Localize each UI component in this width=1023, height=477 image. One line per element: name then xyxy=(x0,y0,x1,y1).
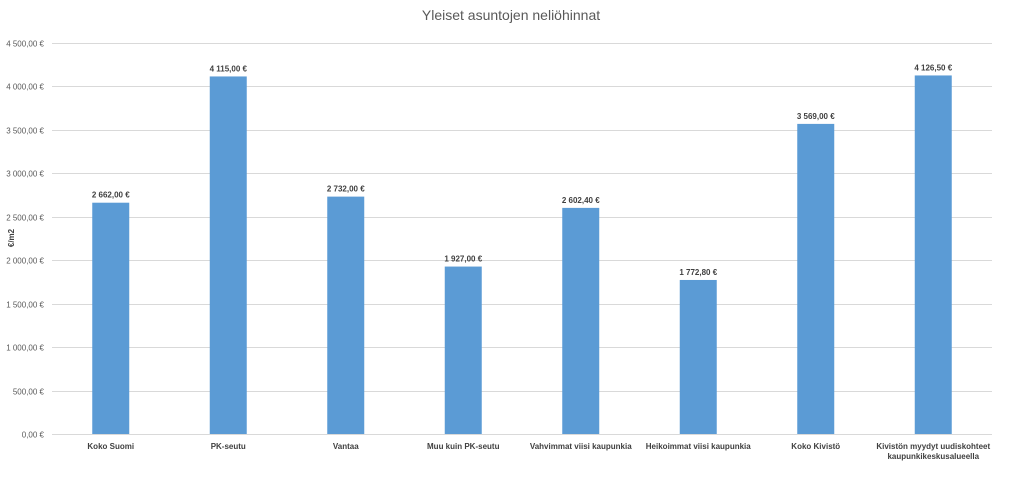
y-axis-title: €/m2 xyxy=(7,228,16,247)
category-label: Muu kuin PK-seutu xyxy=(427,442,500,451)
bar xyxy=(914,75,952,434)
category-label: Koko Kivistö xyxy=(791,442,840,451)
y-tick-label: 0,00 € xyxy=(22,431,45,440)
gridlines xyxy=(52,43,992,392)
bar xyxy=(92,202,130,434)
y-tick-label: 2 000,00 € xyxy=(6,257,44,266)
bars xyxy=(92,75,952,435)
data-labels: 2 662,00 € 4 115,00 € 2 732,00 € 1 927,00 €… xyxy=(92,63,953,277)
data-label: 2 602,40 € xyxy=(562,196,600,205)
data-label: 4 115,00 € xyxy=(210,64,248,73)
bar xyxy=(797,123,835,434)
y-tick-label: 1 000,00 € xyxy=(6,344,44,353)
y-tick-label: 4 500,00 € xyxy=(6,40,44,49)
bar xyxy=(327,196,365,434)
category-label: PK-seutu xyxy=(211,442,246,451)
bar xyxy=(679,279,717,434)
data-label: 3 569,00 € xyxy=(797,112,835,121)
data-label: 1 927,00 € xyxy=(444,255,482,264)
data-label: 2 662,00 € xyxy=(92,191,130,200)
y-tick-label: 4 000,00 € xyxy=(6,83,44,92)
x-axis-categories: Koko Suomi PK-seutu Vantaa Muu kuin PK-seut… xyxy=(87,442,990,461)
data-label: 1 772,80 € xyxy=(679,268,717,277)
data-label: 4 126,50 € xyxy=(914,63,952,72)
data-label: 2 732,00 € xyxy=(327,185,365,194)
category-label: Vantaa xyxy=(333,442,359,451)
y-axis-ticks: 0,00 € 500,00 € 1 000,00 € 1 500,00 € 2 000,… xyxy=(6,40,44,440)
y-tick-label: 500,00 € xyxy=(13,388,45,397)
bar xyxy=(444,266,482,434)
y-tick-label: 1 500,00 € xyxy=(6,301,44,310)
y-tick-label: 3 500,00 € xyxy=(6,127,44,136)
y-tick-label: 3 000,00 € xyxy=(6,170,44,179)
category-label: Heikoimmat viisi kaupunkia xyxy=(646,442,751,451)
chart-title: Yleiset asuntojen neliöhinnat xyxy=(422,7,600,23)
bar xyxy=(209,76,247,435)
bar xyxy=(562,207,600,434)
category-label: Vahvimmat viisi kaupunkia xyxy=(530,442,632,451)
category-label: Kivistön myydyt uudiskohteet kaupunkikesk… xyxy=(876,442,990,461)
category-label: Koko Suomi xyxy=(87,442,134,451)
y-tick-label: 2 500,00 € xyxy=(6,214,44,223)
